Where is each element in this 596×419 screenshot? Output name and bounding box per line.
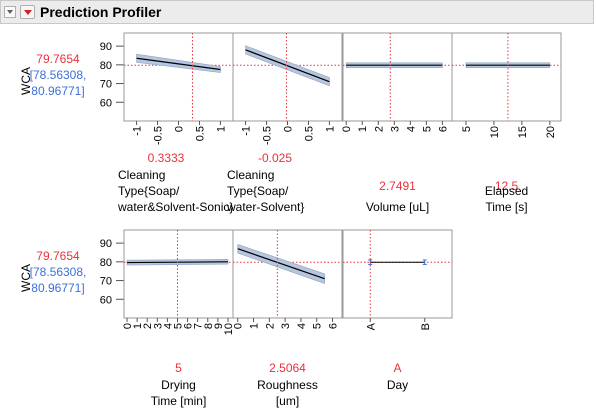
x-tick-label: 4: [296, 323, 308, 329]
x-tick-label: 0: [341, 126, 353, 132]
red-triangle-menu-icon[interactable]: [20, 5, 35, 19]
factor-label-cleaning-type-soap-water-solvent: Type{Soap/: [227, 184, 289, 198]
x-tick-label: 5: [312, 323, 324, 329]
x-tick-label: 6: [437, 126, 449, 132]
response-current-value: 79.7654: [36, 52, 80, 66]
y-tick-label: 90: [100, 238, 112, 250]
y-tick-label: 70: [100, 276, 112, 288]
x-tick-label: 4: [162, 323, 174, 329]
x-tick-label: 20: [545, 126, 557, 138]
x-tick-label: 7: [193, 323, 205, 329]
current-value-cleaning-type-soap-water-solvent-sonic: 0.3333: [148, 151, 185, 165]
current-value-roughness: 2.5064: [269, 361, 306, 375]
x-tick-label: B: [420, 323, 432, 330]
response-ci-low: [78.56308,: [30, 265, 87, 279]
x-tick-label: 1: [357, 126, 369, 132]
factor-label-cleaning-type-soap-water-solvent-sonic: Cleaning: [118, 168, 165, 182]
x-tick-label: 2: [264, 323, 276, 329]
x-tick-label: 6: [183, 323, 195, 329]
x-tick-label: 9: [213, 323, 225, 329]
x-tick-label: -0.5: [153, 126, 165, 145]
x-tick-label: 2: [373, 126, 385, 132]
x-tick-label: 15: [517, 126, 529, 138]
x-tick-label: 3: [280, 323, 292, 329]
y-tick-label: 80: [100, 60, 112, 72]
current-value-drying-time: 5: [175, 361, 182, 375]
factor-label-drying-time: Time [min]: [151, 394, 207, 408]
response-ci-high: 80.96771]: [31, 281, 84, 295]
current-value-elapsed-time: 12.5: [495, 179, 519, 193]
x-tick-label: 3: [389, 126, 401, 132]
x-tick-label: 10: [489, 126, 501, 138]
x-tick-label: 1: [215, 126, 227, 132]
x-tick-label: 0.5: [303, 126, 315, 141]
factor-label-day: Day: [387, 378, 408, 392]
response-axis-label: WCA: [19, 67, 33, 95]
x-tick-label: 0: [233, 323, 245, 329]
y-tick-label: 70: [100, 79, 112, 91]
x-tick-label: 10: [223, 323, 235, 335]
profile-panel-volume: [342, 32, 453, 122]
profile-panel-elapsed-time: [451, 32, 562, 122]
x-tick-label: 1: [249, 323, 261, 329]
x-tick-label: 8: [203, 323, 215, 329]
profile-panel-day: [342, 229, 453, 319]
prediction-trace: [245, 49, 330, 83]
x-tick-label: -1: [241, 126, 253, 136]
x-tick-label: 5: [461, 126, 473, 132]
factor-label-cleaning-type-soap-water-solvent: water-Solvent}: [226, 200, 304, 214]
profiler-title-bar: Prediction Profiler: [0, 0, 594, 24]
prediction-trace: [136, 57, 221, 71]
x-tick-label: 2: [142, 323, 154, 329]
x-tick-label: 6: [328, 323, 340, 329]
factor-label-drying-time: Drying: [161, 378, 196, 392]
x-tick-label: A: [365, 322, 377, 330]
profile-panel-cleaning-type-soap-water-solvent-sonic: [123, 32, 234, 122]
x-tick-label: 0: [283, 126, 295, 132]
x-tick-label: 4: [405, 126, 417, 132]
response-ci-low: [78.56308,: [30, 68, 87, 82]
factor-label-elapsed-time: Time [s]: [485, 200, 527, 214]
profile-panel-roughness: [232, 229, 343, 319]
collapse-toggle-icon[interactable]: [4, 6, 16, 18]
response-axis-label: WCA: [19, 264, 33, 292]
y-tick-label: 60: [100, 294, 112, 306]
x-tick-label: 3: [152, 323, 164, 329]
factor-label-roughness: Roughness: [257, 378, 318, 392]
factor-label-cleaning-type-soap-water-solvent-sonic: Type{Soap/: [118, 184, 180, 198]
x-tick-label: -1: [132, 126, 144, 136]
current-value-volume: 2.7491: [379, 179, 416, 193]
y-tick-label: 80: [100, 257, 112, 269]
factor-label-volume: Volume [uL]: [366, 200, 429, 214]
current-value-day: A: [393, 361, 401, 375]
x-tick-label: 1: [324, 126, 336, 132]
x-tick-label: 0.5: [194, 126, 206, 141]
x-tick-label: -0.5: [262, 126, 274, 145]
response-ci-high: 80.96771]: [31, 84, 84, 98]
factor-label-cleaning-type-soap-water-solvent-sonic: water&Solvent-Sonic}: [117, 200, 233, 214]
prediction-trace: [237, 248, 325, 280]
factor-label-roughness: [um]: [276, 394, 299, 408]
x-tick-label: 1: [132, 323, 144, 329]
y-tick-label: 60: [100, 97, 112, 109]
x-tick-label: 0: [122, 323, 134, 329]
x-tick-label: 5: [172, 323, 184, 329]
profiler-title: Prediction Profiler: [40, 4, 162, 20]
profile-panel-drying-time: [123, 229, 234, 319]
x-tick-label: 0: [174, 126, 186, 132]
factor-label-cleaning-type-soap-water-solvent: Cleaning: [227, 168, 274, 182]
current-value-cleaning-type-soap-water-solvent: -0.025: [258, 151, 292, 165]
y-tick-label: 90: [100, 41, 112, 53]
x-tick-label: 5: [421, 126, 433, 132]
factor-label-elapsed-time: Elapsed: [485, 184, 528, 198]
response-current-value: 79.7654: [36, 249, 80, 263]
